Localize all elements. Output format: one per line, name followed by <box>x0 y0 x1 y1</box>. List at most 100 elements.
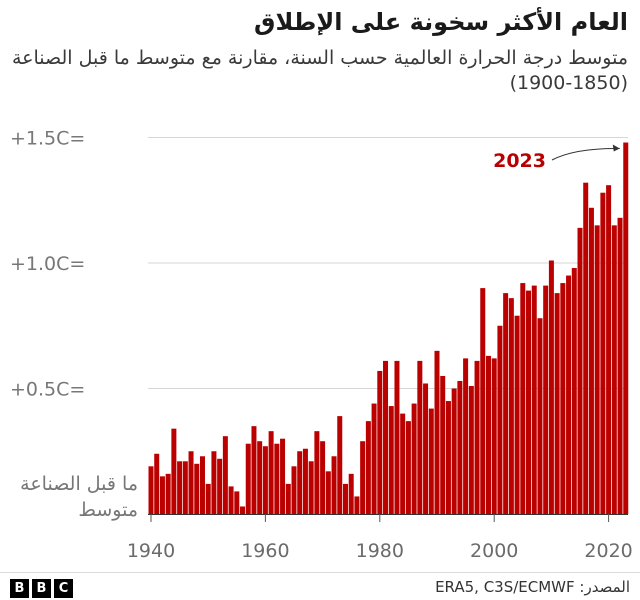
bar-2009 <box>543 285 549 514</box>
bar-1985 <box>405 421 411 514</box>
annotation-2023-label: 2023 <box>493 150 546 172</box>
bar-1941 <box>154 453 160 514</box>
x-tick-label: 2020 <box>584 540 632 562</box>
bar-1977 <box>360 441 366 514</box>
bar-2013 <box>566 275 572 514</box>
bar-1968 <box>308 461 314 514</box>
bar-1949 <box>199 456 205 514</box>
bar-1986 <box>411 403 417 514</box>
bar-1974 <box>342 483 348 514</box>
bar-2020 <box>606 185 612 514</box>
bar-1952 <box>217 458 223 514</box>
bar-1996 <box>468 385 474 514</box>
bar-2016 <box>583 182 589 514</box>
chart-subtitle: متوسط درجة الحرارة العالمية حسب السنة، م… <box>11 47 628 94</box>
bar-2022 <box>617 217 623 514</box>
bar-1960 <box>262 446 268 514</box>
bar-1972 <box>331 456 337 514</box>
bbc-logo-letter: B <box>10 579 29 598</box>
bar-1993 <box>451 388 457 514</box>
source-credit: المصدر: ERA5, C3S/ECMWF <box>435 578 630 596</box>
bar-1943 <box>165 473 171 514</box>
bar-1973 <box>337 416 343 514</box>
x-tick-label: 2000 <box>470 540 518 562</box>
bar-1998 <box>480 288 486 514</box>
bar-1971 <box>325 471 331 514</box>
x-tick-label: 1980 <box>356 540 404 562</box>
bar-1982 <box>388 406 394 514</box>
bbc-logo-letter: C <box>54 579 73 598</box>
bar-1965 <box>291 466 297 514</box>
bar-1948 <box>194 463 200 514</box>
bar-1984 <box>400 413 406 514</box>
y-tick-label: +0.5C= <box>10 379 85 401</box>
bar-1946 <box>182 461 188 514</box>
bar-1969 <box>314 431 320 514</box>
x-tick-label: 1960 <box>241 540 289 562</box>
bar-1970 <box>320 441 326 514</box>
bar-1995 <box>463 358 469 514</box>
bar-1957 <box>245 443 251 514</box>
bar-1978 <box>365 421 371 514</box>
bar-1988 <box>423 383 429 514</box>
bar-1963 <box>280 438 286 514</box>
bar-1950 <box>205 483 211 514</box>
bar-2002 <box>503 293 509 514</box>
baseline-label: ما قبل الصناعة <box>20 473 138 495</box>
bar-2018 <box>594 225 600 514</box>
bar-1966 <box>297 451 303 514</box>
bar-2004 <box>514 315 520 514</box>
bar-1964 <box>285 483 291 514</box>
bar-1962 <box>274 443 280 514</box>
annotation-arrowhead <box>612 144 620 152</box>
bar-1942 <box>159 476 165 514</box>
bar-1987 <box>417 360 423 514</box>
bar-2001 <box>497 325 503 514</box>
bar-1983 <box>394 360 400 514</box>
bar-1940 <box>148 466 154 514</box>
bar-1994 <box>457 380 463 514</box>
bar-2019 <box>600 192 606 514</box>
bar-1975 <box>348 473 354 514</box>
bar-2003 <box>508 298 514 514</box>
bbc-logo-letter: B <box>32 579 51 598</box>
y-tick-label: +1.5C= <box>10 128 85 150</box>
chart-title: العام الأكثر سخونة على الإطلاق <box>254 8 628 36</box>
bar-1953 <box>222 436 228 514</box>
bar-1992 <box>445 401 451 514</box>
bar-1997 <box>474 360 480 514</box>
bar-1991 <box>440 375 446 514</box>
bar-2008 <box>537 318 543 514</box>
bar-1958 <box>251 426 257 514</box>
annotation-arrow <box>551 148 620 161</box>
bar-1999 <box>485 355 491 514</box>
bar-1944 <box>171 428 177 514</box>
bar-2015 <box>577 227 583 515</box>
temperature-bar-chart: +0.5C= +1.0C= +1.5C= ما قبل الصناعة متوسط 194… <box>10 128 633 563</box>
bar-1976 <box>354 496 360 514</box>
footer-divider <box>0 572 640 573</box>
bar-1954 <box>228 486 234 514</box>
bar-2005 <box>520 283 526 514</box>
bar-2011 <box>554 293 560 514</box>
bar-1989 <box>428 408 434 514</box>
bar-2000 <box>491 358 497 514</box>
bar-1947 <box>188 451 194 514</box>
bar-2023 <box>623 142 629 514</box>
bar-1981 <box>383 360 389 514</box>
bar-1967 <box>302 448 308 514</box>
bar-2021 <box>611 225 617 514</box>
bar-1979 <box>371 403 377 514</box>
bar-1990 <box>434 350 440 514</box>
y-tick-label: +1.0C= <box>10 253 85 275</box>
bar-1955 <box>234 491 240 514</box>
bar-1956 <box>240 506 246 514</box>
bar-1959 <box>257 441 263 514</box>
bar-1951 <box>211 451 217 514</box>
baseline-label: متوسط <box>78 499 138 521</box>
bar-2010 <box>548 260 554 514</box>
bar-2006 <box>526 290 532 514</box>
bar-2007 <box>531 285 537 514</box>
bar-2017 <box>588 207 594 514</box>
bar-2014 <box>571 268 577 514</box>
